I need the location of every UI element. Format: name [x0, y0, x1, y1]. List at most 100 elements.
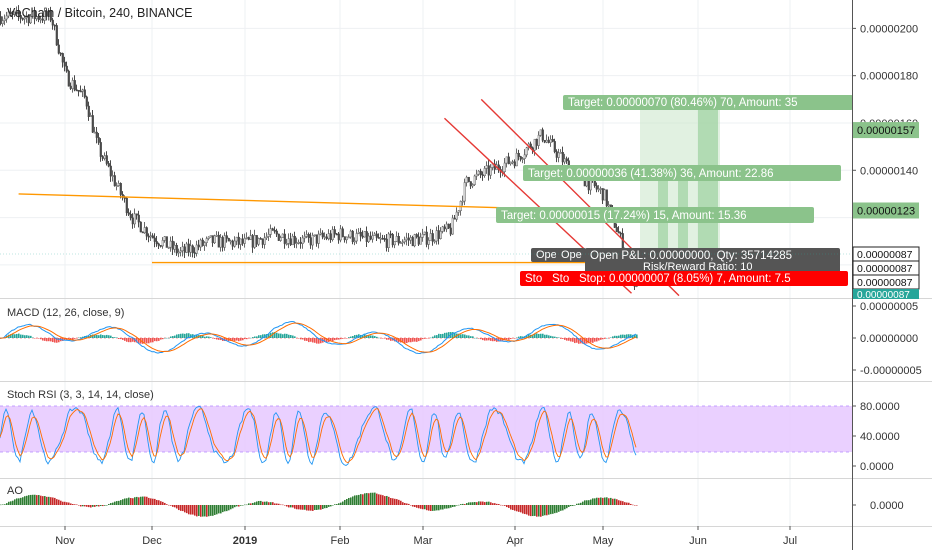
ao-bar: [160, 501, 162, 505]
macd-hist-bar: [82, 336, 84, 338]
ao-bar: [586, 500, 588, 505]
macd-hist-bar: [126, 338, 128, 342]
ao-bar: [332, 505, 334, 506]
ao-bar: [460, 504, 462, 505]
ao-bar: [616, 499, 618, 505]
macd-hist-bar: [190, 334, 192, 338]
ao-bar: [546, 505, 548, 516]
stop-label[interactable]: Stop: 0.00000007 (8.05%) 7, Amount: 7.5: [574, 271, 848, 286]
macd-hist-bar: [232, 338, 234, 341]
candle-body: [1, 20, 4, 24]
candle-body: [457, 210, 460, 213]
candle-body: [367, 235, 370, 242]
candle-body: [331, 229, 334, 240]
target1-label[interactable]: Target: 0.00000015 (17.24%) 15, Amount: …: [496, 207, 814, 223]
ao-bar: [370, 492, 372, 505]
ao-bar: [582, 501, 584, 505]
target3-label-bg: [563, 95, 853, 110]
ao-bar: [502, 505, 504, 506]
ao-bar: [328, 505, 330, 507]
candle-body: [393, 241, 396, 246]
macd-hist-bar: [424, 338, 426, 339]
candle-body: [385, 238, 388, 248]
candle-body: [335, 233, 338, 236]
position-tool-overlay[interactable]: Target: 0.00000070 (80.46%) 70, Amount: …: [496, 95, 853, 286]
stoch-rsi-pane[interactable]: [0, 405, 852, 466]
macd-hist-bar: [458, 333, 460, 338]
ao-bar: [420, 505, 422, 509]
ao-bar: [534, 505, 536, 516]
target2-label[interactable]: Target: 0.00000036 (41.38%) 36, Amount: …: [523, 165, 841, 181]
macd-hist-bar: [344, 338, 346, 339]
time-tick-label: Jun: [689, 535, 707, 547]
candle-body: [309, 237, 312, 246]
ao-bar: [384, 496, 386, 505]
macd-hist-bar: [64, 338, 66, 341]
ao-bar: [180, 505, 182, 511]
macd-hist-bar: [272, 332, 274, 338]
macd-hist-bar: [462, 334, 464, 338]
ao-bar: [48, 496, 50, 505]
candle-body: [507, 156, 510, 165]
ao-bar: [628, 502, 630, 505]
macd-hist-bar: [572, 338, 574, 342]
macd-hist-bar: [342, 338, 344, 339]
macd-hist-bar: [154, 338, 156, 342]
macd-pane[interactable]: [0, 321, 640, 355]
macd-hist-bar: [334, 338, 336, 341]
macd-hist-bar: [380, 338, 382, 339]
macd-hist-bar: [202, 335, 204, 338]
open-info-box[interactable]: [585, 248, 840, 274]
macd-hist-bar: [48, 338, 50, 342]
ao-bar: [194, 505, 196, 516]
macd-hist-bar: [582, 338, 584, 344]
macd-hist-bar: [16, 333, 18, 338]
open-label-b[interactable]: Ope: [556, 248, 586, 262]
candle-body: [549, 138, 552, 143]
ao-bar: [30, 494, 32, 505]
ao-bar: [394, 498, 396, 505]
macd-hist-bar: [94, 334, 96, 338]
macd-hist-bar: [286, 333, 288, 338]
ao-bar: [588, 500, 590, 505]
macd-hist-bar: [404, 338, 406, 344]
candle-body: [75, 89, 78, 92]
stop-label-b-bg: [547, 271, 577, 286]
stoch-tick-label: 80.0000: [860, 401, 900, 413]
candle-body: [77, 89, 80, 92]
ao-pane[interactable]: [0, 492, 638, 517]
price-tag-label: 0.00000157: [857, 125, 915, 137]
macd-hist-bar: [288, 334, 290, 338]
candle-body: [269, 228, 272, 235]
ao-bar: [310, 505, 312, 511]
target3-label[interactable]: Target: 0.00000070 (80.46%) 70, Amount: …: [563, 95, 853, 110]
ao-bar: [28, 495, 30, 505]
macd-hist-bar: [454, 332, 456, 338]
candle-body: [3, 18, 6, 21]
ao-bar: [162, 501, 164, 505]
open-label-a[interactable]: Ope: [531, 248, 559, 262]
candle-body: [429, 233, 432, 241]
stop-label-b[interactable]: Sto: [547, 271, 577, 286]
candle-body: [423, 231, 426, 235]
candle-body: [155, 241, 158, 245]
ao-bar: [344, 499, 346, 505]
macd-hist-bar: [150, 338, 152, 343]
macd-hist-bar: [540, 333, 542, 338]
candle-body: [585, 180, 588, 187]
candle-body: [245, 237, 248, 239]
ao-bar: [358, 494, 360, 505]
macd-hist-bar: [234, 338, 236, 341]
macd-hist-bar: [626, 334, 628, 338]
ao-bar: [414, 505, 416, 508]
candle-body: [71, 80, 74, 89]
macd-hist-bar: [346, 338, 348, 339]
ao-bar: [412, 505, 414, 507]
ao-bar: [206, 505, 208, 517]
ao-bar: [8, 501, 10, 505]
stop-label-a[interactable]: Sto: [520, 271, 550, 286]
candle-body: [57, 44, 60, 54]
target3-label-text: Target: 0.00000070 (80.46%) 70, Amount: …: [568, 97, 798, 109]
